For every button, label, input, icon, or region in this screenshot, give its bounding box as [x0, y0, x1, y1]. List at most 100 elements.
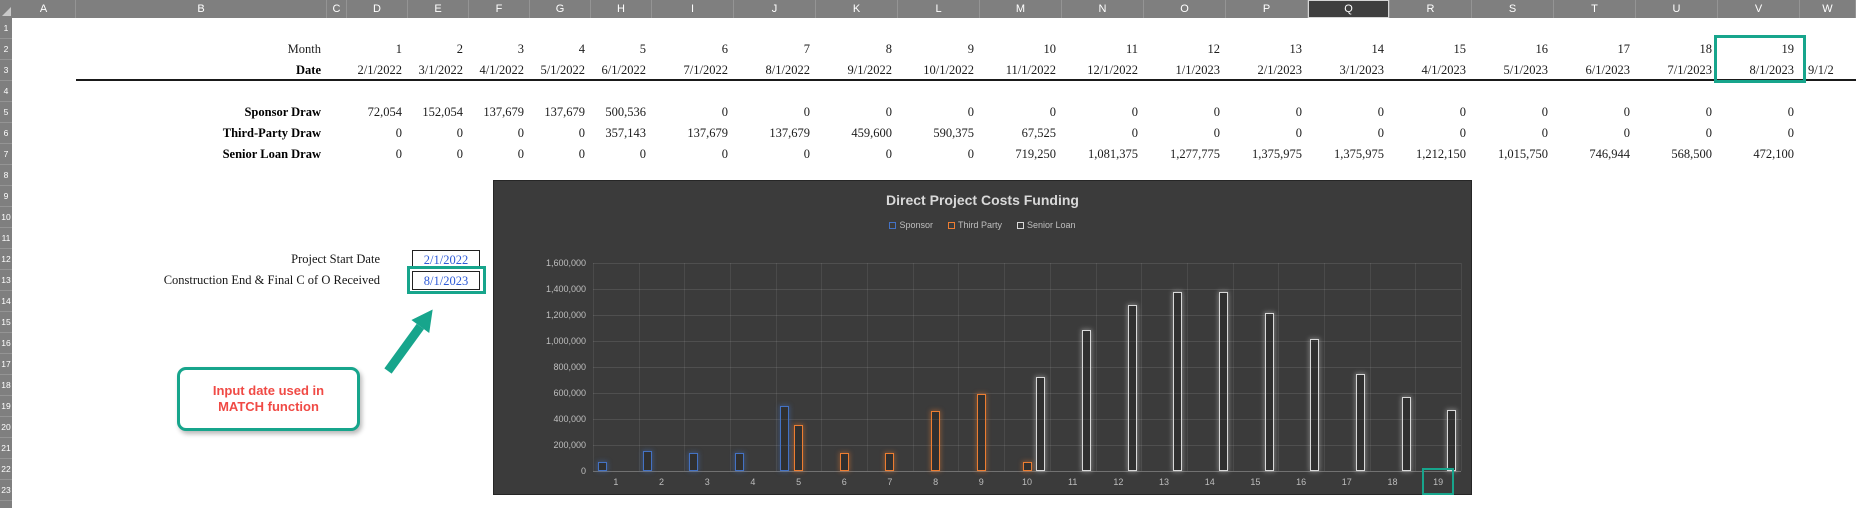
date-cell-8[interactable]: 9/1/2022 [847, 63, 892, 77]
value-cell[interactable]: 137,679 [483, 105, 524, 119]
value-cell[interactable]: 1,375,975 [1334, 147, 1384, 161]
value-cell[interactable]: 0 [721, 147, 728, 161]
bar-third-party-month-10[interactable] [1022, 462, 1032, 471]
date-cell-partial[interactable]: 9/1/2 [1808, 63, 1834, 77]
value-cell[interactable]: 590,375 [933, 126, 974, 140]
value-cell[interactable]: 0 [1623, 126, 1630, 140]
value-cell[interactable]: 137,679 [544, 105, 585, 119]
value-cell[interactable]: 0 [639, 147, 646, 161]
value-cell[interactable]: 357,143 [605, 126, 646, 140]
value-cell[interactable]: 0 [1705, 105, 1712, 119]
month-cell-14[interactable]: 14 [1371, 42, 1385, 56]
value-cell[interactable]: 0 [885, 147, 892, 161]
month-cell-1[interactable]: 1 [395, 42, 402, 56]
bar-sponsor-month-4[interactable] [734, 453, 744, 471]
value-cell[interactable]: 0 [395, 126, 402, 140]
column-header-W[interactable]: W [1800, 0, 1856, 18]
value-cell[interactable]: 1,375,975 [1252, 147, 1302, 161]
bar-sponsor-month-2[interactable] [643, 451, 653, 471]
bar-sponsor-month-1[interactable] [597, 461, 607, 471]
bar-third-party-month-6[interactable] [839, 453, 849, 471]
value-cell[interactable]: 0 [578, 147, 585, 161]
column-header-J[interactable]: J [734, 0, 816, 18]
column-header-V[interactable]: V [1718, 0, 1800, 18]
value-cell[interactable]: 0 [885, 105, 892, 119]
row-header-8[interactable]: 8 [0, 165, 12, 186]
value-cell[interactable]: 67,525 [1021, 126, 1056, 140]
column-header-L[interactable]: L [898, 0, 980, 18]
value-cell[interactable]: 1,277,775 [1170, 147, 1220, 161]
column-header-R[interactable]: R [1390, 0, 1472, 18]
date-cell-16[interactable]: 5/1/2023 [1503, 63, 1548, 77]
value-cell[interactable]: 0 [1213, 105, 1220, 119]
bar-senior-loan-month-13[interactable] [1173, 292, 1183, 471]
value-cell[interactable]: 1,212,150 [1416, 147, 1466, 161]
value-cell[interactable]: 0 [1295, 126, 1302, 140]
value-cell[interactable]: 0 [803, 147, 810, 161]
row-header-14[interactable]: 14 [0, 291, 12, 312]
value-cell[interactable]: 0 [967, 147, 974, 161]
column-header-T[interactable]: T [1554, 0, 1636, 18]
month-cell-16[interactable]: 16 [1535, 42, 1549, 56]
bar-third-party-month-8[interactable] [931, 411, 941, 471]
row-header-11[interactable]: 11 [0, 228, 12, 249]
value-cell[interactable]: 0 [967, 105, 974, 119]
value-cell[interactable]: 1,015,750 [1498, 147, 1548, 161]
row-header-23[interactable]: 23 [0, 480, 12, 501]
column-header-H[interactable]: H [591, 0, 652, 18]
row-header-5[interactable]: 5 [0, 102, 12, 123]
month-cell-13[interactable]: 13 [1289, 42, 1303, 56]
project-start-input[interactable]: 2/1/2022 [412, 250, 480, 269]
column-header-B[interactable]: B [76, 0, 327, 18]
column-header-I[interactable]: I [652, 0, 734, 18]
date-cell-1[interactable]: 2/1/2022 [357, 63, 402, 77]
date-cell-2[interactable]: 3/1/2022 [418, 63, 463, 77]
column-header-N[interactable]: N [1062, 0, 1144, 18]
column-header-M[interactable]: M [980, 0, 1062, 18]
row-header-16[interactable]: 16 [0, 333, 12, 354]
value-cell[interactable]: 72,054 [367, 105, 402, 119]
month-cell-17[interactable]: 17 [1617, 42, 1631, 56]
date-cell-14[interactable]: 3/1/2023 [1339, 63, 1384, 77]
value-cell[interactable]: 0 [517, 147, 524, 161]
value-cell[interactable]: 0 [1131, 105, 1138, 119]
month-cell-9[interactable]: 9 [967, 42, 974, 56]
month-cell-7[interactable]: 7 [803, 42, 810, 56]
column-header-Q[interactable]: Q [1308, 0, 1390, 18]
value-cell[interactable]: 0 [1705, 126, 1712, 140]
column-header-U[interactable]: U [1636, 0, 1718, 18]
bar-third-party-month-7[interactable] [885, 453, 895, 471]
date-cell-4[interactable]: 5/1/2022 [540, 63, 585, 77]
bar-sponsor-month-5[interactable] [780, 405, 790, 471]
value-cell[interactable]: 0 [1377, 126, 1384, 140]
month-cell-8[interactable]: 8 [885, 42, 892, 56]
date-cell-13[interactable]: 2/1/2023 [1257, 63, 1302, 77]
value-cell[interactable]: 500,536 [605, 105, 646, 119]
row-header-19[interactable]: 19 [0, 396, 12, 417]
month-cell-3[interactable]: 3 [517, 42, 524, 56]
column-header-A[interactable]: A [12, 0, 76, 18]
row-header-15[interactable]: 15 [0, 312, 12, 333]
month-cell-15[interactable]: 15 [1453, 42, 1467, 56]
value-cell[interactable]: 0 [456, 126, 463, 140]
month-cell-19[interactable]: 19 [1781, 42, 1795, 56]
value-cell[interactable]: 0 [1049, 105, 1056, 119]
bar-third-party-month-9[interactable] [976, 394, 986, 471]
bar-senior-loan-month-11[interactable] [1081, 330, 1091, 471]
column-header-K[interactable]: K [816, 0, 898, 18]
month-cell-2[interactable]: 2 [456, 42, 463, 56]
bar-senior-loan-month-19[interactable] [1447, 409, 1457, 471]
month-cell-18[interactable]: 18 [1699, 42, 1713, 56]
bar-third-party-month-5[interactable] [794, 424, 804, 471]
row-header-17[interactable]: 17 [0, 354, 12, 375]
bar-senior-loan-month-17[interactable] [1355, 373, 1365, 471]
value-cell[interactable]: 0 [1295, 105, 1302, 119]
month-cell-5[interactable]: 5 [639, 42, 646, 56]
value-cell[interactable]: 1,081,375 [1088, 147, 1138, 161]
row-header-21[interactable]: 21 [0, 438, 12, 459]
date-cell-12[interactable]: 1/1/2023 [1175, 63, 1220, 77]
value-cell[interactable]: 0 [578, 126, 585, 140]
column-header-F[interactable]: F [469, 0, 530, 18]
value-cell[interactable]: 0 [1541, 126, 1548, 140]
value-cell[interactable]: 0 [517, 126, 524, 140]
